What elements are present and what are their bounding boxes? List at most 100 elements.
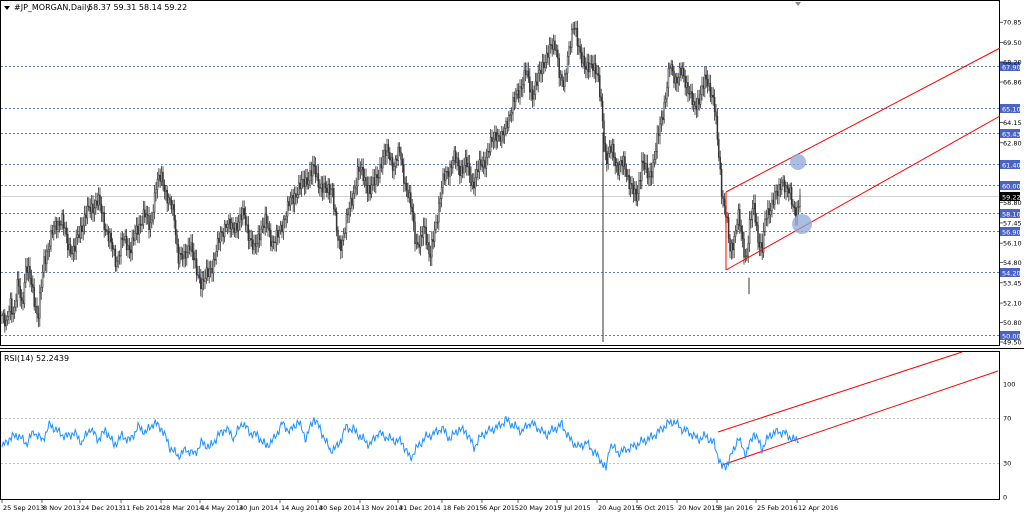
- candle: [12, 306, 14, 322]
- candle: [792, 199, 794, 213]
- candle: [484, 151, 486, 177]
- shift-marker-icon[interactable]: [795, 2, 801, 6]
- candle: [783, 175, 786, 199]
- candle: [631, 176, 633, 195]
- candle: [242, 200, 244, 226]
- candle: [748, 211, 751, 253]
- candle: [590, 54, 593, 69]
- candle: [22, 291, 24, 311]
- level-label-bg: [1000, 268, 1020, 277]
- candle: [338, 235, 341, 250]
- candle: [715, 103, 717, 125]
- candle: [622, 151, 625, 175]
- candle: [596, 64, 598, 83]
- candle: [755, 213, 758, 231]
- candle: [431, 231, 433, 267]
- channel-upper-line[interactable]: [725, 47, 1001, 193]
- candle: [90, 195, 93, 221]
- level-label-bg: [1000, 227, 1020, 236]
- candle: [712, 87, 714, 106]
- price-tick-label: 62.80: [1003, 139, 1022, 147]
- candle: [212, 252, 215, 282]
- candle: [291, 189, 293, 205]
- candle: [123, 233, 125, 247]
- candle: [114, 244, 117, 272]
- candle: [569, 40, 572, 55]
- candle: [314, 157, 317, 184]
- channel-touch-marker-lower[interactable]: [792, 214, 812, 234]
- candle: [173, 199, 175, 229]
- candle: [694, 93, 696, 115]
- candle: [750, 210, 752, 229]
- channel-lower-line[interactable]: [725, 115, 1001, 271]
- candle: [193, 243, 195, 269]
- candle: [501, 126, 503, 149]
- candle: [205, 259, 208, 284]
- candle: [772, 192, 775, 209]
- candle: [393, 162, 395, 180]
- candle: [351, 190, 353, 212]
- candle: [739, 203, 741, 234]
- candle: [162, 166, 164, 191]
- candle: [680, 62, 682, 82]
- candle: [391, 153, 394, 179]
- price-panel: [0, 0, 1000, 346]
- candle: [117, 251, 119, 269]
- candle: [319, 179, 321, 197]
- candle: [788, 184, 790, 202]
- candle: [5, 315, 7, 331]
- candle: [767, 200, 769, 227]
- candle: [352, 185, 355, 210]
- candle: [491, 129, 493, 148]
- candle: [174, 214, 177, 244]
- candle: [159, 168, 161, 188]
- candle: [264, 206, 266, 236]
- candle: [523, 62, 525, 93]
- rsi-channel-lower-line[interactable]: [721, 370, 999, 466]
- candle: [365, 168, 367, 194]
- candle: [438, 196, 440, 231]
- candle: [564, 69, 566, 93]
- candle: [466, 149, 468, 176]
- candle: [480, 150, 482, 171]
- candle: [730, 239, 733, 260]
- price-tick-label: 64.15: [1003, 119, 1022, 127]
- collapse-arrow-icon[interactable]: [4, 6, 10, 10]
- candle: [358, 158, 360, 181]
- channel-touch-marker-upper[interactable]: [790, 154, 806, 170]
- candle: [698, 89, 700, 111]
- candle: [737, 203, 740, 231]
- candle: [39, 284, 41, 327]
- candle: [456, 152, 458, 171]
- rsi-channel-upper-line[interactable]: [717, 351, 963, 433]
- level-label-bg: [1000, 129, 1020, 138]
- candle: [733, 231, 735, 259]
- candle: [44, 249, 47, 272]
- level-label: 58.10: [1002, 211, 1021, 219]
- candle: [247, 216, 250, 250]
- candle: [18, 271, 20, 295]
- candle: [261, 217, 264, 234]
- price-tick-label: 56.10: [1003, 240, 1022, 248]
- candle: [299, 174, 301, 195]
- candle: [107, 225, 110, 248]
- rsi-title: RSI(14) 52.2439: [4, 354, 69, 363]
- candle: [657, 125, 660, 145]
- candle: [19, 277, 21, 307]
- candle: [426, 233, 429, 251]
- candle: [383, 143, 385, 166]
- candle: [646, 154, 649, 185]
- candle: [340, 235, 342, 260]
- candle: [387, 139, 390, 160]
- candle: [58, 216, 61, 233]
- candle: [348, 201, 350, 224]
- candle: [195, 249, 198, 282]
- trend-channel[interactable]: [717, 47, 1001, 466]
- candle: [443, 168, 446, 185]
- candle: [394, 155, 397, 176]
- candle: [221, 226, 223, 242]
- candle: [744, 248, 747, 263]
- candle: [268, 220, 271, 238]
